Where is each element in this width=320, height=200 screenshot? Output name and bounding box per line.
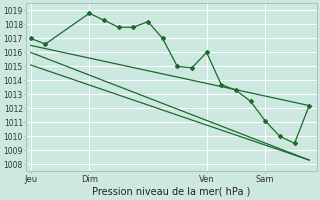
X-axis label: Pression niveau de la mer( hPa ): Pression niveau de la mer( hPa ) [92, 187, 251, 197]
